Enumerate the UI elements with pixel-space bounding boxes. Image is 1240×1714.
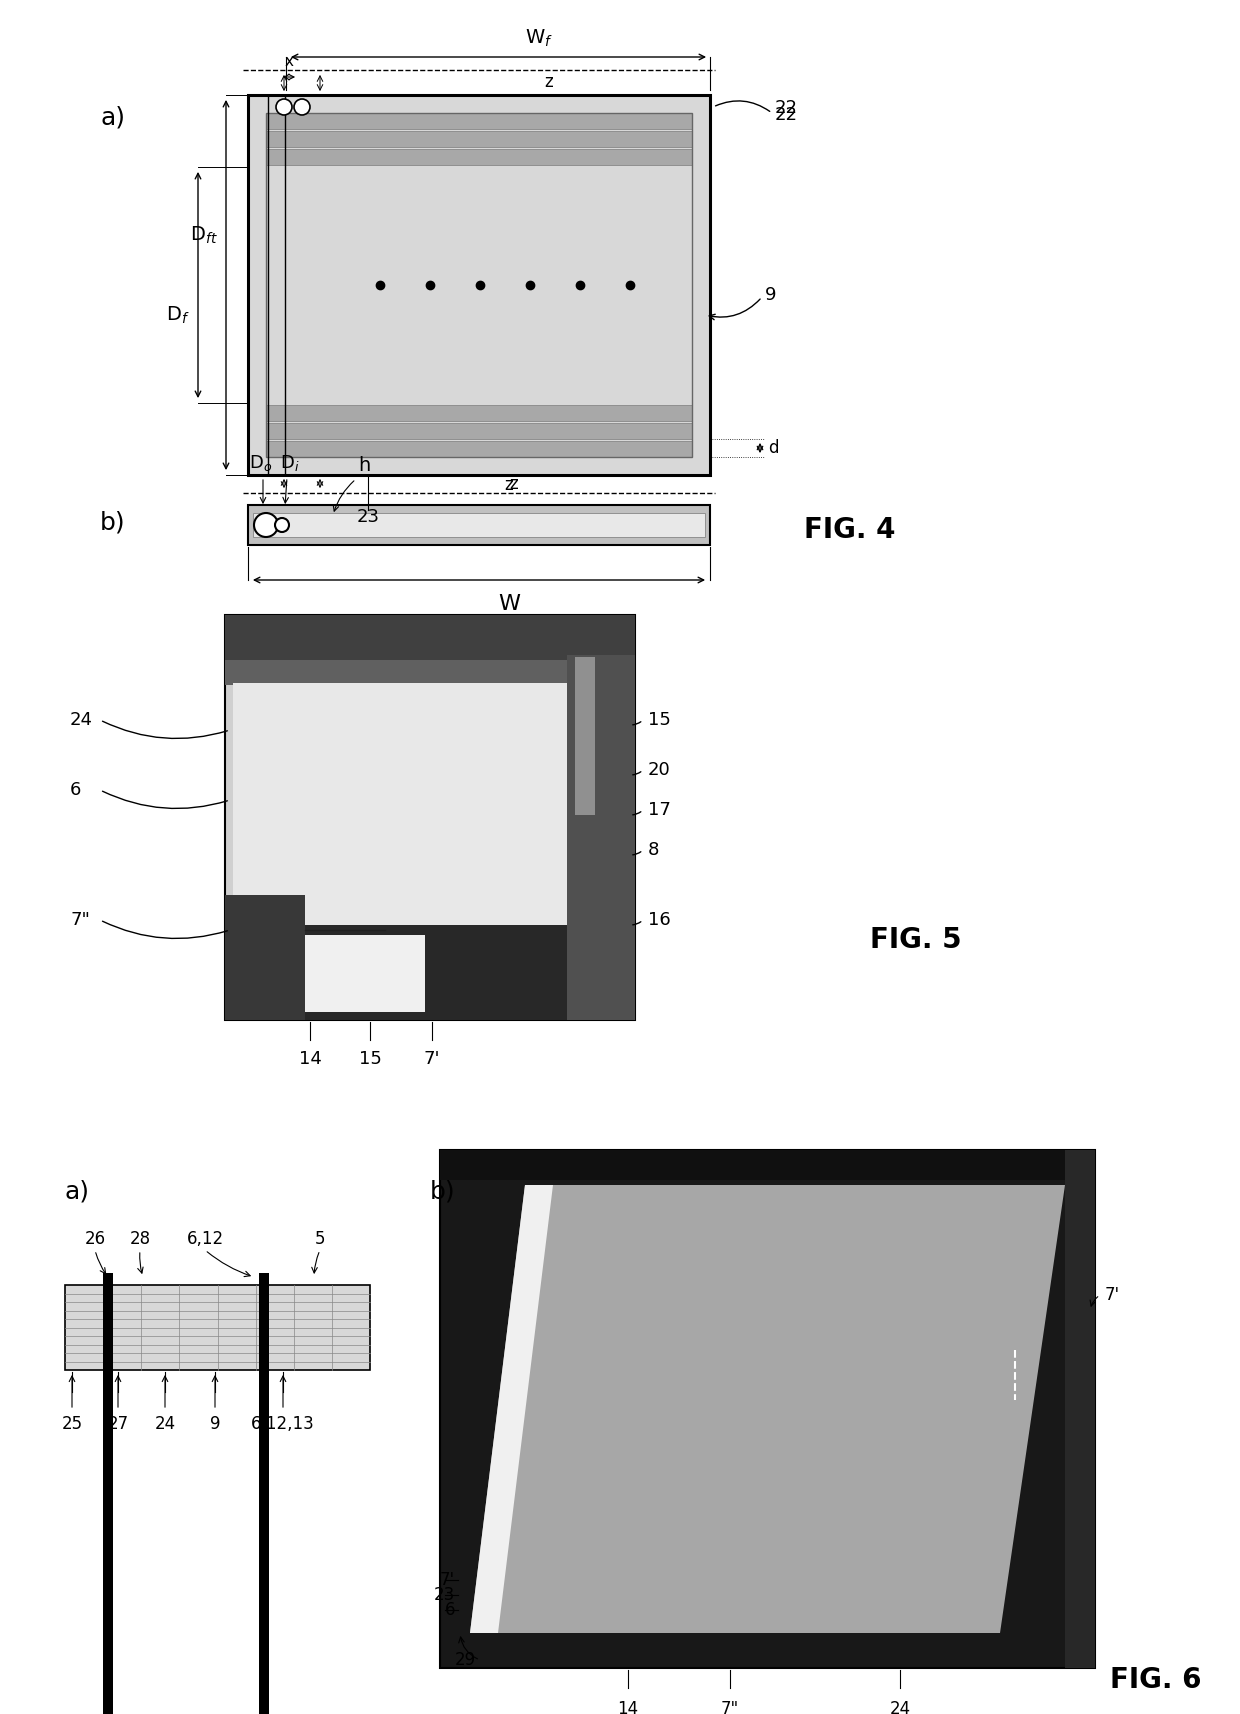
Circle shape bbox=[275, 518, 289, 531]
Circle shape bbox=[277, 99, 291, 115]
Polygon shape bbox=[259, 1274, 269, 1714]
Polygon shape bbox=[267, 130, 692, 147]
Text: 22: 22 bbox=[775, 99, 799, 117]
Text: 7': 7' bbox=[440, 1572, 455, 1589]
Text: 28: 28 bbox=[129, 1231, 150, 1248]
Text: 7": 7" bbox=[69, 912, 89, 929]
Polygon shape bbox=[267, 440, 692, 458]
Text: z: z bbox=[544, 74, 553, 91]
Text: d: d bbox=[768, 439, 779, 458]
Text: 25: 25 bbox=[62, 1416, 83, 1433]
Text: 24: 24 bbox=[155, 1416, 176, 1433]
Polygon shape bbox=[267, 149, 692, 165]
Polygon shape bbox=[575, 656, 595, 814]
Text: 26: 26 bbox=[84, 1231, 105, 1248]
Polygon shape bbox=[567, 655, 635, 1020]
Polygon shape bbox=[440, 1150, 1095, 1179]
Text: x: x bbox=[284, 55, 294, 69]
Text: D$_{ft}$: D$_{ft}$ bbox=[190, 225, 218, 245]
Text: 16: 16 bbox=[649, 912, 671, 929]
Text: 6: 6 bbox=[69, 782, 82, 799]
Text: D$_o$: D$_o$ bbox=[249, 452, 273, 473]
Text: D$_f$: D$_f$ bbox=[166, 305, 190, 326]
Polygon shape bbox=[440, 1150, 1095, 1668]
Text: 7': 7' bbox=[424, 1051, 440, 1068]
Polygon shape bbox=[1065, 1150, 1095, 1668]
Text: D$_i$: D$_i$ bbox=[280, 452, 300, 473]
Text: 17: 17 bbox=[649, 800, 671, 819]
Text: 9: 9 bbox=[765, 286, 776, 303]
Polygon shape bbox=[267, 166, 692, 403]
Text: 15: 15 bbox=[358, 1051, 382, 1068]
Text: 14: 14 bbox=[618, 1700, 639, 1714]
Polygon shape bbox=[103, 1274, 113, 1296]
Text: 6,12: 6,12 bbox=[186, 1231, 223, 1248]
Polygon shape bbox=[224, 615, 635, 660]
Text: 29: 29 bbox=[455, 1651, 476, 1669]
Text: a): a) bbox=[100, 105, 125, 129]
Polygon shape bbox=[224, 660, 635, 686]
Polygon shape bbox=[305, 936, 425, 1011]
Circle shape bbox=[254, 512, 278, 536]
Circle shape bbox=[294, 99, 310, 115]
Text: 24: 24 bbox=[889, 1700, 910, 1714]
Polygon shape bbox=[259, 1274, 269, 1296]
Text: z: z bbox=[505, 476, 513, 494]
Text: b): b) bbox=[100, 511, 125, 535]
Text: FIG. 5: FIG. 5 bbox=[870, 926, 962, 955]
Text: z: z bbox=[508, 475, 518, 494]
Text: 20: 20 bbox=[649, 761, 671, 778]
Text: b): b) bbox=[430, 1179, 455, 1203]
Text: FIG. 6: FIG. 6 bbox=[1110, 1666, 1202, 1693]
Polygon shape bbox=[103, 1274, 113, 1714]
Text: W: W bbox=[498, 595, 520, 614]
Polygon shape bbox=[470, 1184, 553, 1633]
Text: a): a) bbox=[64, 1179, 91, 1203]
Polygon shape bbox=[233, 682, 570, 1015]
Text: 24: 24 bbox=[69, 711, 93, 728]
Text: FIG. 4: FIG. 4 bbox=[805, 516, 895, 543]
Text: 7": 7" bbox=[720, 1700, 739, 1714]
Text: 14: 14 bbox=[299, 1051, 321, 1068]
Polygon shape bbox=[470, 1184, 1065, 1633]
Text: 5: 5 bbox=[315, 1231, 325, 1248]
Text: h: h bbox=[358, 456, 371, 475]
Text: 23: 23 bbox=[434, 1585, 455, 1604]
Text: 8: 8 bbox=[649, 842, 660, 859]
Polygon shape bbox=[248, 94, 711, 475]
Polygon shape bbox=[253, 512, 706, 536]
Polygon shape bbox=[224, 895, 305, 1020]
Text: 6: 6 bbox=[444, 1601, 455, 1620]
Polygon shape bbox=[224, 615, 635, 1020]
Text: 22: 22 bbox=[775, 106, 799, 123]
Text: 23: 23 bbox=[357, 507, 379, 526]
Text: 9: 9 bbox=[210, 1416, 221, 1433]
Text: 6,12,13: 6,12,13 bbox=[252, 1416, 315, 1433]
Text: 15: 15 bbox=[649, 711, 671, 728]
Text: W$_f$: W$_f$ bbox=[525, 27, 553, 50]
Polygon shape bbox=[267, 113, 692, 129]
Polygon shape bbox=[248, 506, 711, 545]
Polygon shape bbox=[224, 926, 567, 1020]
Text: 27: 27 bbox=[108, 1416, 129, 1433]
Text: 7': 7' bbox=[1105, 1286, 1120, 1304]
Polygon shape bbox=[267, 423, 692, 439]
Polygon shape bbox=[64, 1286, 370, 1369]
Polygon shape bbox=[267, 405, 692, 422]
